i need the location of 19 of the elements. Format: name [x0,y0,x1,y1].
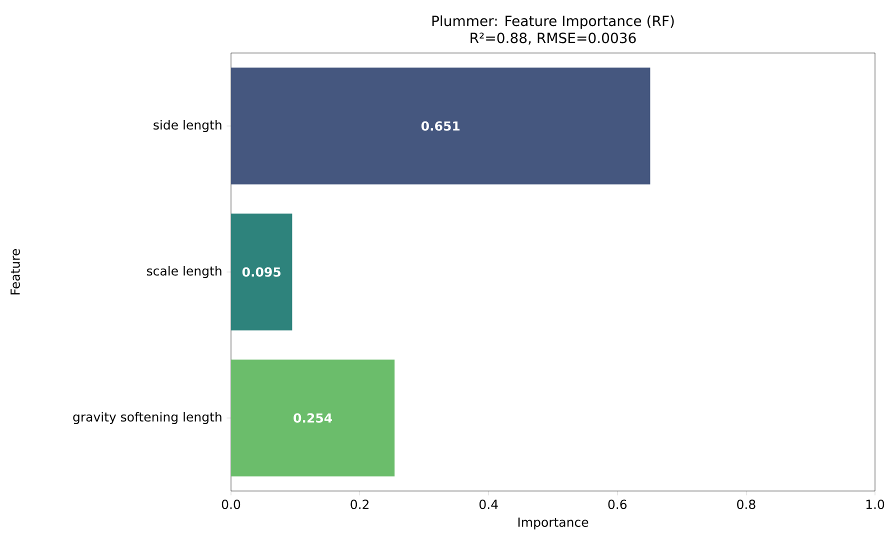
chart-subtitle: R²=0.88, RMSE=0.0036 [470,32,636,45]
x-tick-label: 0.8 [737,500,756,510]
x-tick-label: 0.0 [222,500,240,510]
bar [231,360,395,476]
data-label: 0.254 [294,413,332,423]
x-axis-title: Importance [518,518,588,530]
y-axis-title: Feature [10,249,20,294]
data-label: 0.095 [242,267,280,277]
y-tick-label: scale length [147,266,222,278]
x-tick-label: 0.2 [350,500,368,510]
bar [231,68,650,184]
x-tick-label: 0.6 [608,500,627,510]
chart-title: Plummer: Feature Importance (RF) [432,15,674,29]
x-tick-label: 0.4 [479,500,498,510]
x-tick-label: 1.0 [866,500,884,510]
y-tick-label: side length [154,120,222,132]
bar [231,214,292,330]
data-label: 0.651 [421,121,460,131]
y-tick-label: gravity softening length [73,412,222,424]
